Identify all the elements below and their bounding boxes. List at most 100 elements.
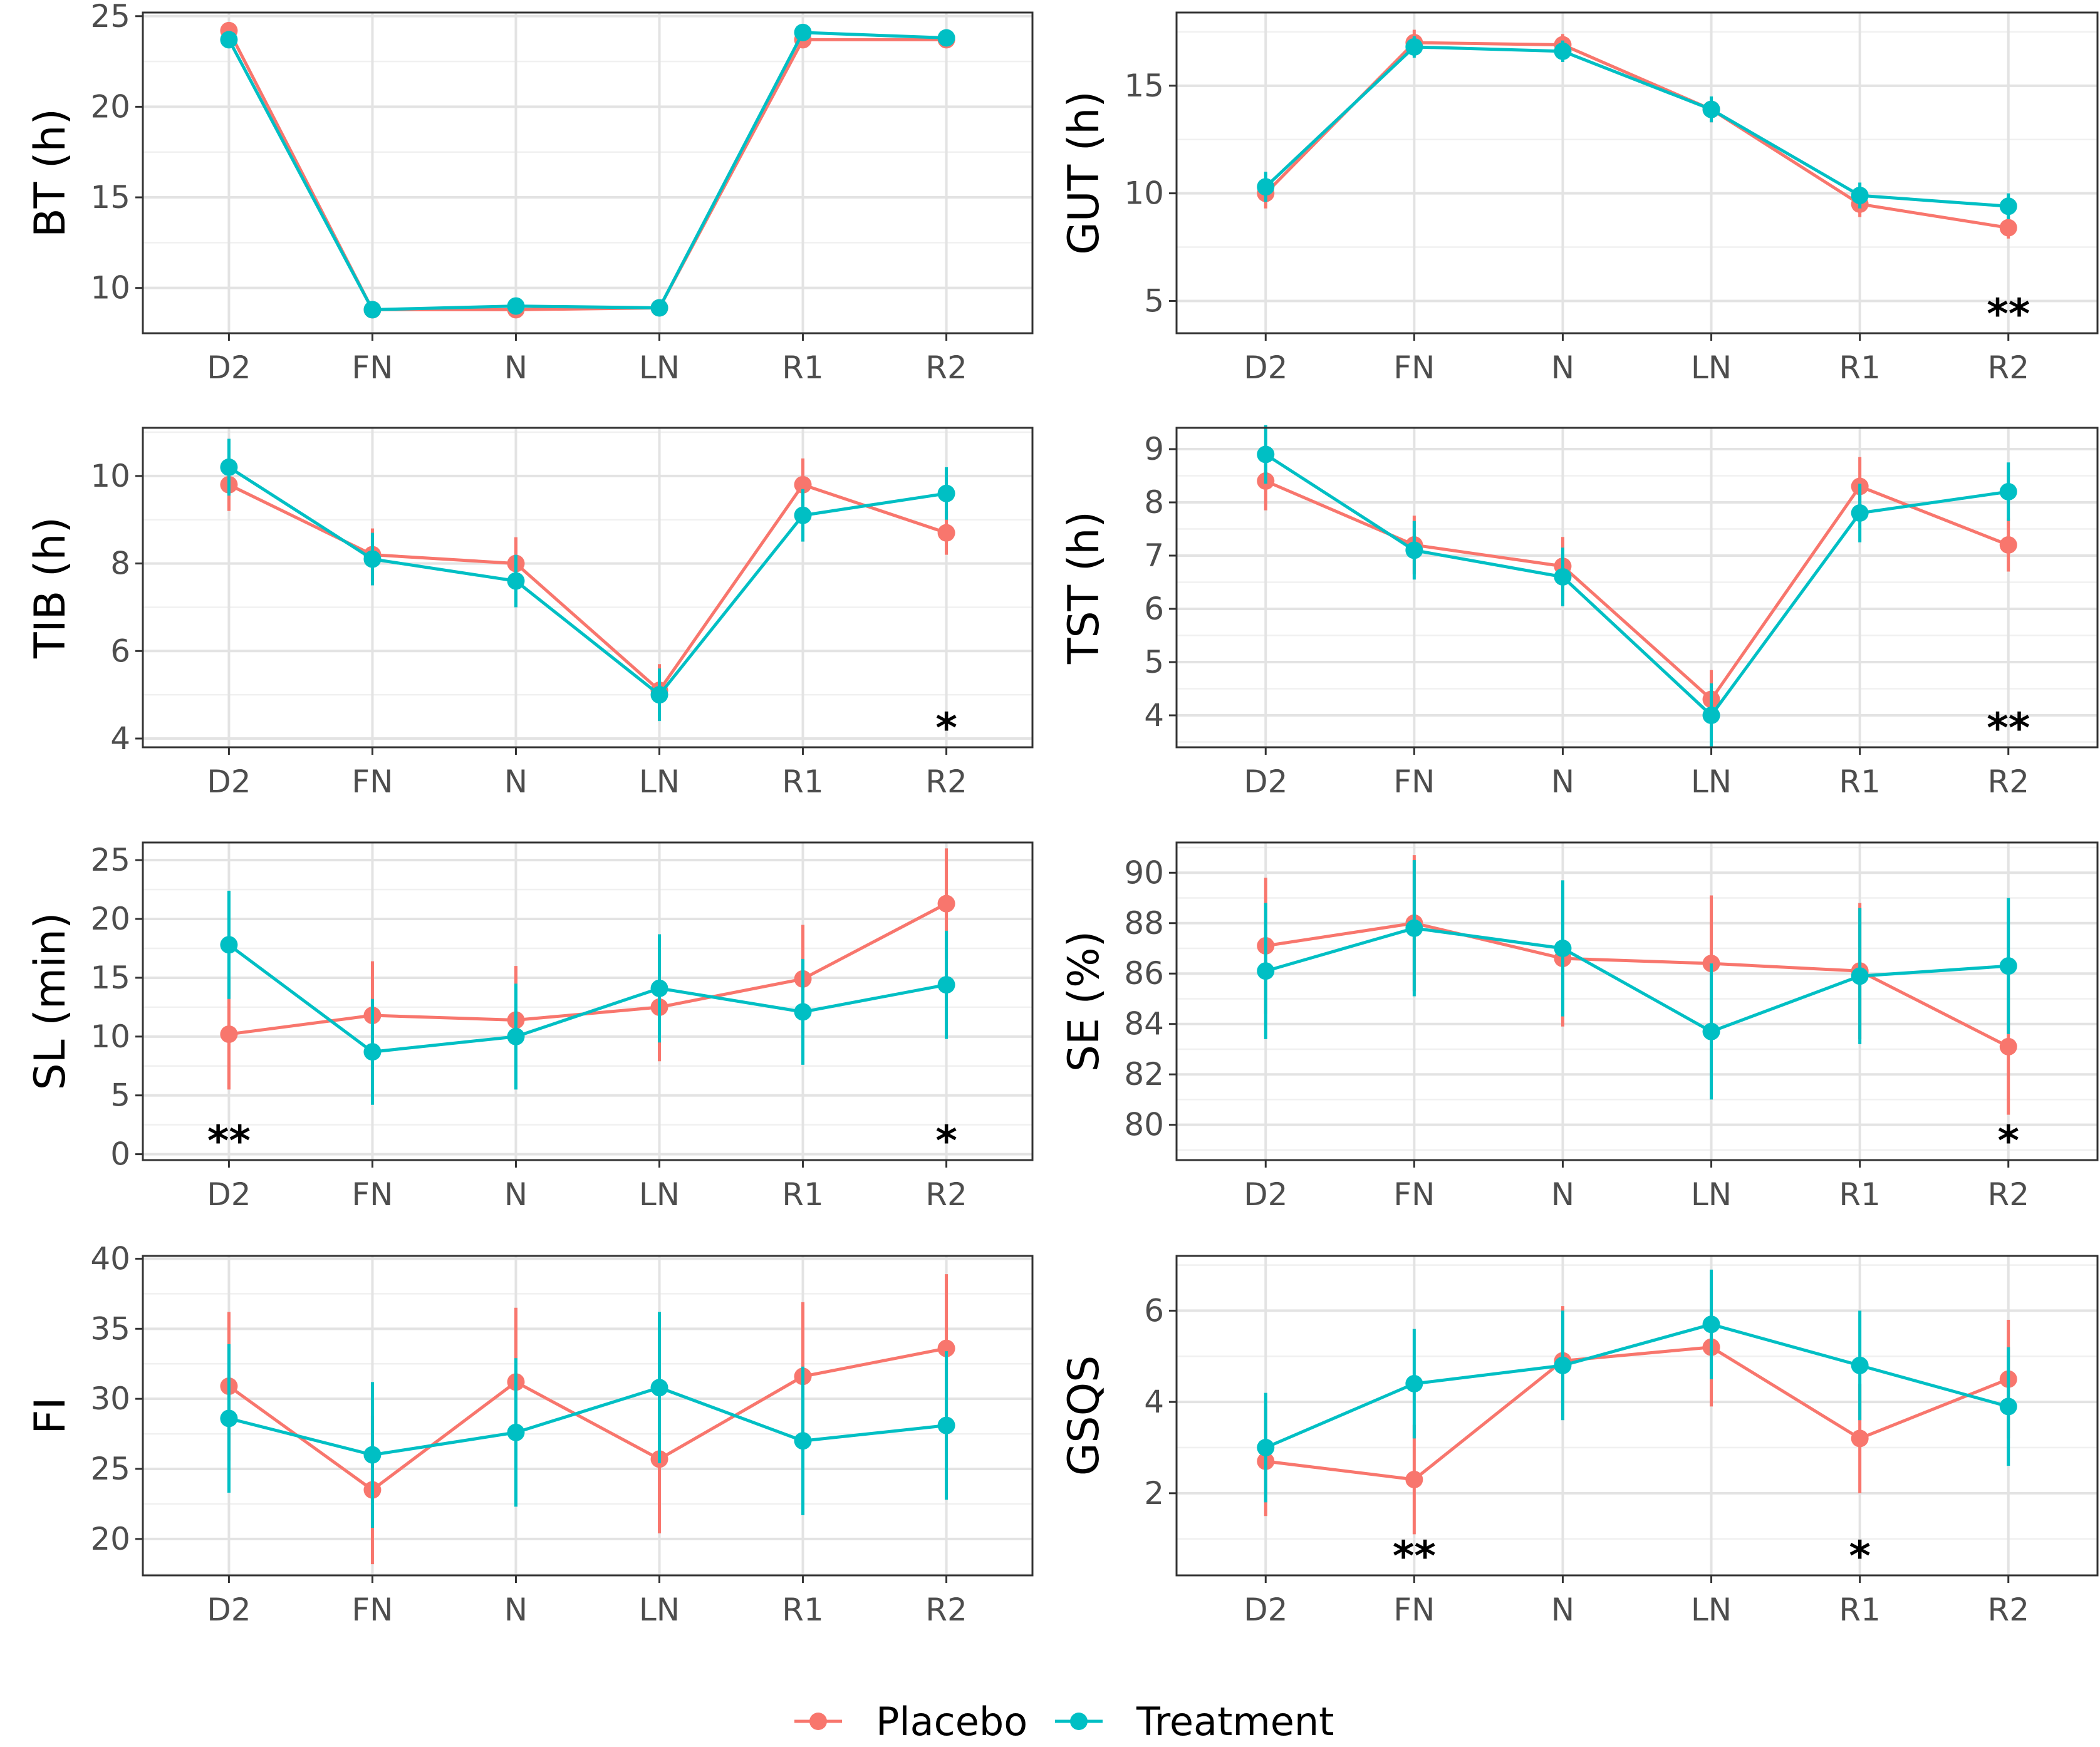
y-tick-label: 10	[90, 1019, 130, 1055]
x-tick-label: LN	[1691, 764, 1732, 800]
x-tick-label: LN	[639, 1592, 680, 1628]
y-tick-label: 4	[1144, 697, 1164, 734]
x-tick-label: R2	[925, 764, 967, 800]
y-tick-label: 20	[90, 901, 130, 937]
data-point-treatment-r2	[1999, 483, 2017, 500]
series-line-treatment	[1264, 45, 2009, 208]
panel-border-tst	[1175, 427, 2099, 749]
x-tick-label: R1	[1839, 350, 1881, 386]
x-tick-label: LN	[639, 350, 680, 386]
x-tick-label: FN	[351, 1176, 393, 1213]
data-point-placebo-r1	[1851, 1429, 1869, 1448]
x-tick-label: N	[504, 1176, 528, 1213]
data-point-treatment-ln	[650, 979, 668, 997]
x-tick-label: D2	[1244, 1176, 1287, 1213]
panel-border-se	[1175, 841, 2099, 1161]
y-tick-label: 35	[90, 1310, 130, 1347]
data-point-treatment-d2	[1257, 1439, 1275, 1456]
x-tick-label: D2	[1244, 350, 1287, 386]
data-point-placebo-r2	[937, 524, 955, 542]
x-tick-label: FN	[1393, 350, 1435, 386]
series-treatment-bt	[220, 23, 955, 319]
panel-fi: 20 25 30 35 40 D2 FN N LN R1 R2 FI	[26, 1240, 1034, 1628]
x-tick-label: N	[1551, 1176, 1574, 1213]
data-point-treatment-r2	[937, 976, 955, 994]
data-point-treatment-ln	[650, 686, 668, 704]
significance-marker-r2: *	[935, 704, 957, 752]
significance-marker-r2: *	[935, 1117, 957, 1165]
significance-marker-d2: **	[207, 1117, 251, 1165]
data-point-treatment-ln	[650, 1379, 668, 1397]
plot-background-gsqs	[1177, 1256, 2097, 1575]
x-tick-label: N	[1551, 350, 1574, 386]
x-tick-label: FN	[351, 764, 393, 800]
x-tick-label: N	[1551, 764, 1574, 800]
significance-marker-r1: *	[1849, 1532, 1871, 1580]
y-axis-title-gsqs: GSQS	[1059, 1356, 1109, 1476]
data-point-treatment-n	[1554, 42, 1572, 60]
panels-group: 10 15 20 25 D2 FN N LN R1 R2 BT (h) 5 10 15 D2 FN N LN R1 R…	[26, 0, 2099, 1628]
y-tick-label: 8	[1144, 484, 1164, 521]
data-point-treatment-n	[1554, 568, 1572, 586]
y-tick-label: 0	[110, 1136, 130, 1173]
x-tick-label: FN	[1393, 764, 1435, 800]
x-tick-label: R1	[1839, 1592, 1881, 1628]
y-tick-label: 20	[90, 1521, 130, 1557]
x-tick-label: LN	[1691, 1592, 1732, 1628]
series-treatment-gut	[1257, 36, 2017, 219]
panel-border-fi	[142, 1255, 1034, 1577]
data-point-treatment-fn	[1405, 541, 1423, 559]
data-point-treatment-n	[507, 297, 525, 315]
legend-key-point-placebo	[809, 1713, 827, 1730]
legend-label-placebo: Placebo	[876, 1699, 1027, 1744]
x-tick-label: D2	[207, 764, 251, 800]
data-point-treatment-ln	[1702, 1022, 1720, 1040]
y-tick-label: 25	[90, 0, 130, 34]
data-point-treatment-fn	[363, 301, 382, 319]
data-point-treatment-ln	[1702, 707, 1720, 724]
data-point-treatment-r1	[1851, 187, 1869, 205]
data-point-placebo-r1	[794, 475, 812, 494]
series-line-treatment	[1264, 453, 2009, 717]
y-axis-title-fi: FI	[26, 1397, 75, 1434]
panel-border-bt	[142, 11, 1034, 334]
significance-marker-fn: **	[1393, 1532, 1436, 1580]
legend-item-treatment: Treatment	[1055, 1699, 1334, 1744]
series-line-placebo	[1265, 921, 2009, 1049]
panel-border-tib	[142, 427, 1034, 749]
y-tick-label: 10	[90, 458, 130, 494]
y-tick-label: 15	[90, 960, 130, 996]
x-tick-label: FN	[1393, 1592, 1435, 1628]
y-tick-label: 5	[110, 1077, 130, 1114]
data-point-treatment-n	[1554, 940, 1572, 957]
data-point-treatment-d2	[220, 31, 238, 49]
y-axis-title-bt: BT (h)	[26, 108, 75, 237]
data-point-treatment-d2	[1257, 962, 1275, 980]
data-point-treatment-fn	[363, 550, 382, 568]
x-tick-label: D2	[1244, 1592, 1287, 1628]
y-tick-label: 6	[110, 633, 130, 669]
legend-key-point-treatment	[1070, 1713, 1088, 1730]
x-tick-label: LN	[1691, 350, 1732, 386]
y-tick-label: 25	[90, 1451, 130, 1487]
series-line-placebo	[1264, 41, 2009, 230]
y-tick-label: 84	[1124, 1006, 1164, 1042]
series-treatment-gsqs	[1257, 1269, 2017, 1503]
data-point-treatment-r2	[937, 484, 955, 502]
x-tick-label: D2	[207, 1592, 251, 1628]
y-axis-title-gut: GUT (h)	[1059, 91, 1109, 255]
panel-bt: 10 15 20 25 D2 FN N LN R1 R2 BT (h)	[26, 0, 1034, 386]
data-point-treatment-fn	[363, 1446, 382, 1464]
x-tick-label: D2	[1244, 764, 1287, 800]
data-point-treatment-d2	[220, 458, 238, 476]
panel-tst: 4 5 6 7 8 9 D2 FN N LN R1 R2 TST (h) **	[1059, 425, 2099, 800]
y-tick-label: 15	[90, 179, 130, 215]
plot-background-gut	[1177, 13, 2097, 333]
x-tick-label: R2	[925, 350, 967, 386]
y-tick-label: 10	[1124, 175, 1164, 212]
series-line-treatment	[228, 465, 947, 697]
x-tick-label: R2	[1987, 1592, 2029, 1628]
data-point-treatment-n	[507, 572, 525, 590]
